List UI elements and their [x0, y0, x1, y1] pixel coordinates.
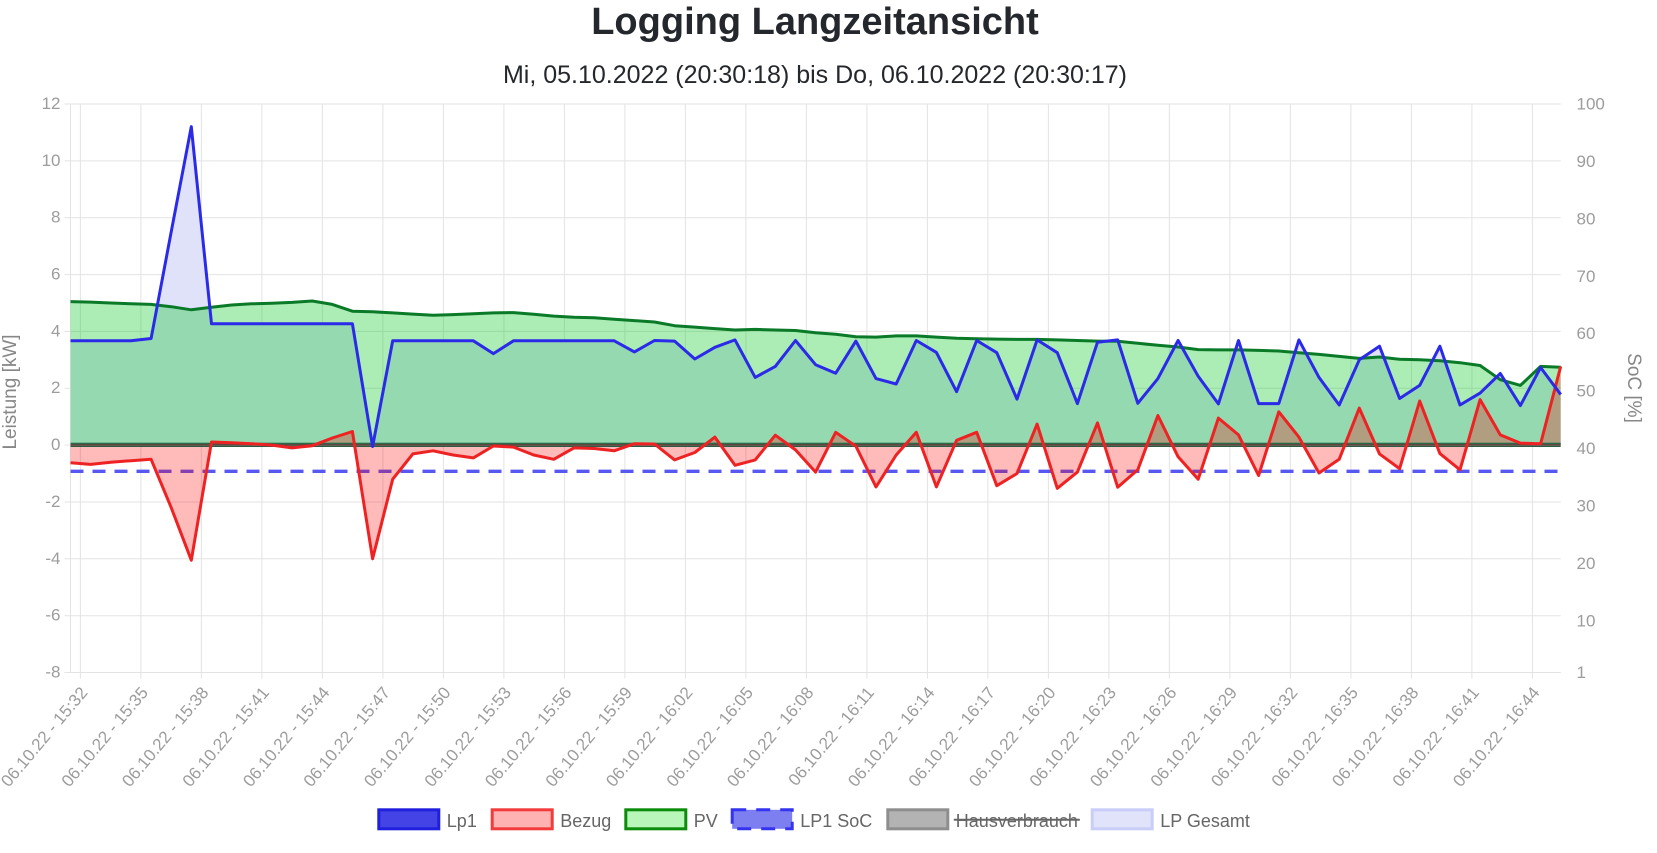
svg-text:100: 100: [1577, 95, 1605, 114]
svg-text:80: 80: [1577, 209, 1596, 228]
svg-text:-6: -6: [45, 606, 60, 625]
svg-text:2: 2: [51, 378, 60, 397]
svg-text:90: 90: [1577, 152, 1596, 171]
svg-text:-4: -4: [45, 549, 60, 568]
svg-text:12: 12: [42, 94, 61, 113]
svg-text:LP1 SoC: LP1 SoC: [800, 811, 872, 831]
svg-text:30: 30: [1577, 497, 1596, 516]
svg-text:10: 10: [42, 151, 61, 170]
svg-text:Logging Langzeitansicht: Logging Langzeitansicht: [591, 1, 1039, 43]
svg-text:70: 70: [1577, 267, 1596, 286]
svg-text:Lp1: Lp1: [447, 811, 477, 831]
svg-text:20: 20: [1577, 554, 1596, 573]
svg-text:Mi, 05.10.2022 (20:30:18) bis: Mi, 05.10.2022 (20:30:18) bis Do, 06.10.…: [503, 61, 1127, 89]
svg-text:PV: PV: [694, 811, 718, 831]
svg-text:60: 60: [1577, 324, 1596, 343]
svg-text:1: 1: [1577, 663, 1586, 682]
svg-text:-8: -8: [45, 663, 60, 682]
svg-text:4: 4: [51, 321, 60, 340]
svg-text:LP Gesamt: LP Gesamt: [1160, 811, 1250, 831]
svg-text:8: 8: [51, 208, 60, 227]
svg-text:Bezug: Bezug: [560, 811, 611, 831]
svg-text:Hausverbrauch: Hausverbrauch: [956, 811, 1078, 831]
svg-text:40: 40: [1577, 439, 1596, 458]
svg-text:Leistung [kW]: Leistung [kW]: [0, 334, 21, 449]
svg-text:SoC [%]: SoC [%]: [1623, 353, 1644, 423]
svg-text:0: 0: [51, 435, 60, 454]
svg-text:6: 6: [51, 265, 60, 284]
svg-text:10: 10: [1577, 611, 1596, 630]
svg-text:-2: -2: [45, 492, 60, 511]
svg-text:50: 50: [1577, 382, 1596, 401]
